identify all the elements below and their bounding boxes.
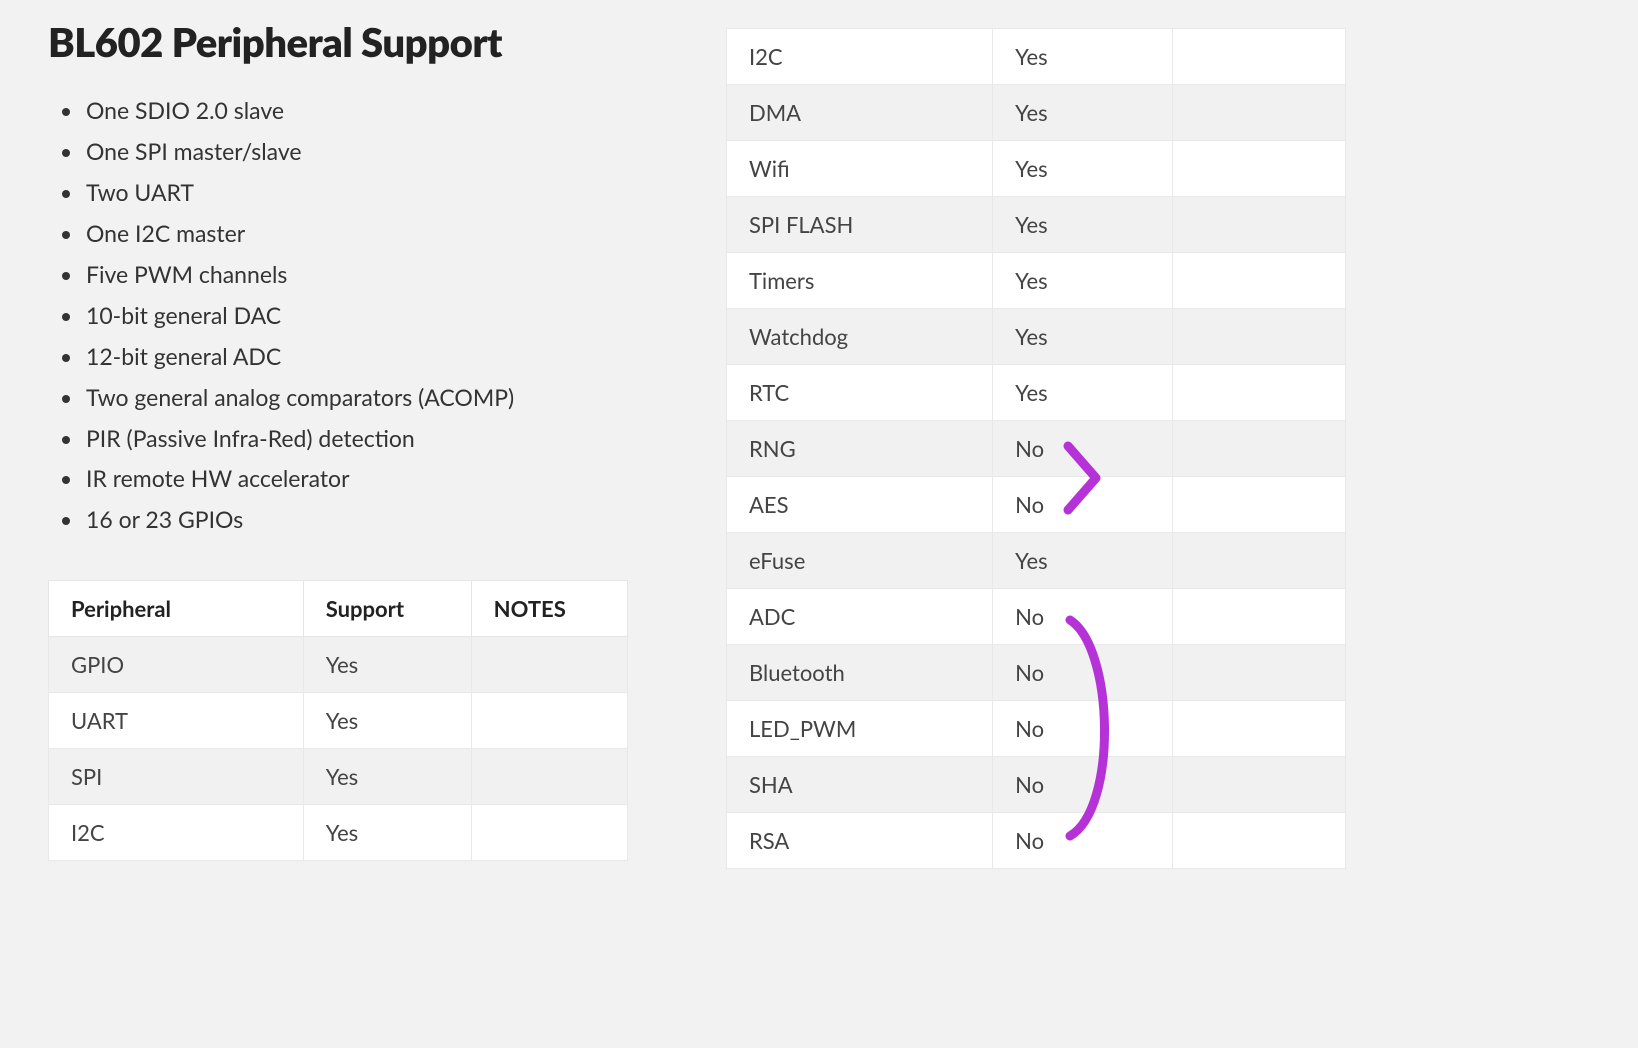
list-item: Two UART	[84, 172, 628, 213]
cell-notes	[1172, 477, 1345, 533]
table-row: RTC Yes	[727, 365, 1346, 421]
cell-support: Yes	[993, 365, 1173, 421]
table-row: DMA Yes	[727, 85, 1346, 141]
table-row: eFuse Yes	[727, 533, 1346, 589]
cell-notes	[471, 749, 627, 805]
list-item: One SPI master/slave	[84, 131, 628, 172]
right-support-table: I2C Yes DMA Yes Wifi Yes SPI FLASH Yes	[726, 28, 1346, 869]
cell-support: No	[993, 477, 1173, 533]
table-row: I2C Yes	[49, 805, 628, 861]
cell-peripheral: LED_PWM	[727, 701, 993, 757]
cell-peripheral: GPIO	[49, 637, 304, 693]
table-row: AES No	[727, 477, 1346, 533]
cell-peripheral: Timers	[727, 253, 993, 309]
right-panel: I2C Yes DMA Yes Wifi Yes SPI FLASH Yes	[726, 28, 1346, 869]
cell-notes	[1172, 309, 1345, 365]
cell-support: Yes	[993, 85, 1173, 141]
cell-peripheral: ADC	[727, 589, 993, 645]
cell-peripheral: AES	[727, 477, 993, 533]
cell-notes	[1172, 29, 1345, 85]
cell-peripheral: SPI	[49, 749, 304, 805]
list-item: One SDIO 2.0 slave	[84, 90, 628, 131]
left-support-table: Peripheral Support NOTES GPIO Yes UART Y…	[48, 580, 628, 861]
cell-support: Yes	[993, 141, 1173, 197]
list-item: Two general analog comparators (ACOMP)	[84, 377, 628, 418]
cell-notes	[1172, 645, 1345, 701]
cell-support: Yes	[993, 533, 1173, 589]
cell-peripheral: Wifi	[727, 141, 993, 197]
cell-support: No	[993, 589, 1173, 645]
cell-peripheral: UART	[49, 693, 304, 749]
cell-support: Yes	[993, 29, 1173, 85]
cell-support: Yes	[303, 693, 471, 749]
list-item: One I2C master	[84, 213, 628, 254]
cell-notes	[1172, 253, 1345, 309]
cell-support: Yes	[993, 253, 1173, 309]
table-row: Bluetooth No	[727, 645, 1346, 701]
cell-notes	[1172, 813, 1345, 869]
cell-notes	[471, 637, 627, 693]
cell-peripheral: RNG	[727, 421, 993, 477]
table-row: GPIO Yes	[49, 637, 628, 693]
table-row: Watchdog Yes	[727, 309, 1346, 365]
cell-notes	[1172, 533, 1345, 589]
cell-support: No	[993, 701, 1173, 757]
cell-peripheral: I2C	[727, 29, 993, 85]
cell-peripheral: eFuse	[727, 533, 993, 589]
table-row: I2C Yes	[727, 29, 1346, 85]
list-item: Five PWM channels	[84, 254, 628, 295]
cell-support: Yes	[993, 197, 1173, 253]
table-row: Wifi Yes	[727, 141, 1346, 197]
cell-support: Yes	[303, 749, 471, 805]
cell-notes	[1172, 421, 1345, 477]
cell-peripheral: Watchdog	[727, 309, 993, 365]
cell-notes	[1172, 197, 1345, 253]
cell-peripheral: RSA	[727, 813, 993, 869]
cell-support: No	[993, 813, 1173, 869]
cell-peripheral: I2C	[49, 805, 304, 861]
table-row: UART Yes	[49, 693, 628, 749]
table-row: SPI Yes	[49, 749, 628, 805]
cell-notes	[1172, 701, 1345, 757]
cell-peripheral: SPI FLASH	[727, 197, 993, 253]
cell-peripheral: Bluetooth	[727, 645, 993, 701]
list-item: PIR (Passive Infra-Red) detection	[84, 418, 628, 459]
cell-support: Yes	[993, 309, 1173, 365]
col-support: Support	[303, 581, 471, 637]
cell-support: No	[993, 757, 1173, 813]
list-item: IR remote HW accelerator	[84, 458, 628, 499]
cell-notes	[471, 693, 627, 749]
cell-peripheral: SHA	[727, 757, 993, 813]
cell-notes	[1172, 85, 1345, 141]
left-panel: BL602 Peripheral Support One SDIO 2.0 sl…	[48, 0, 628, 861]
cell-support: No	[993, 645, 1173, 701]
cell-notes	[1172, 141, 1345, 197]
page: BL602 Peripheral Support One SDIO 2.0 sl…	[0, 0, 1638, 1048]
list-item: 10-bit general DAC	[84, 295, 628, 336]
cell-notes	[1172, 365, 1345, 421]
table-row: RSA No	[727, 813, 1346, 869]
cell-support: No	[993, 421, 1173, 477]
table-row: Timers Yes	[727, 253, 1346, 309]
table-row: SHA No	[727, 757, 1346, 813]
cell-notes	[1172, 757, 1345, 813]
list-item: 12-bit general ADC	[84, 336, 628, 377]
cell-notes	[1172, 589, 1345, 645]
page-title: BL602 Peripheral Support	[48, 18, 628, 66]
table-row: ADC No	[727, 589, 1346, 645]
table-header-row: Peripheral Support NOTES	[49, 581, 628, 637]
col-notes: NOTES	[471, 581, 627, 637]
cell-support: Yes	[303, 637, 471, 693]
table-row: RNG No	[727, 421, 1346, 477]
cell-notes	[471, 805, 627, 861]
col-peripheral: Peripheral	[49, 581, 304, 637]
cell-support: Yes	[303, 805, 471, 861]
cell-peripheral: RTC	[727, 365, 993, 421]
table-row: LED_PWM No	[727, 701, 1346, 757]
cell-peripheral: DMA	[727, 85, 993, 141]
table-row: SPI FLASH Yes	[727, 197, 1346, 253]
feature-list: One SDIO 2.0 slave One SPI master/slave …	[48, 90, 628, 540]
list-item: 16 or 23 GPIOs	[84, 499, 628, 540]
